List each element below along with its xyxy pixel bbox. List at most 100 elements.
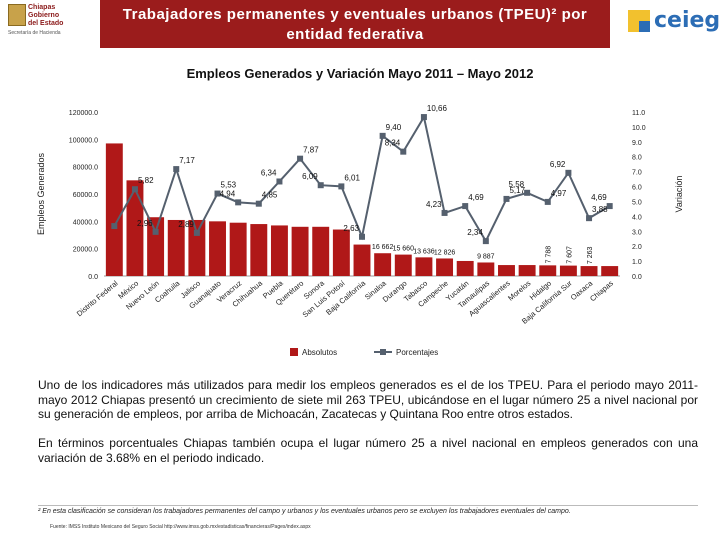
bar-value-label: 15 660	[393, 246, 415, 253]
y-tick-label: 0.0	[88, 274, 98, 281]
y2-tick-label: 11.0	[632, 110, 645, 117]
bar	[188, 219, 206, 276]
chart: 0.0 20000.0 40000.0 60000.0 80000.0 100000.0 1…	[36, 104, 684, 357]
bar	[229, 222, 247, 276]
y-tick-label: 40000.0	[73, 219, 98, 226]
chart-title: Empleos Generados y Variación Mayo 2011 …	[186, 66, 534, 81]
y-tick-label: 20000.0	[73, 247, 98, 254]
header: Chiapas Gobierno del Estado Secretaría d…	[0, 0, 720, 50]
percent-value-label: 5,82	[138, 176, 154, 185]
percent-point	[462, 203, 469, 210]
left-logo-sub: Secretaría de Hacienda	[8, 30, 61, 36]
title-bar: Trabajadores permanentes y eventuales ur…	[100, 0, 610, 48]
y2-tick-label: 5.0	[632, 199, 642, 206]
paragraph-2: En términos porcentuales Chiapas también…	[38, 436, 698, 465]
footnote: ² En esta clasificación se consideran lo…	[38, 505, 698, 515]
y2-tick-label: 10.0	[632, 125, 646, 132]
percent-point	[338, 183, 345, 190]
percent-point	[297, 155, 304, 162]
percent-point	[193, 229, 200, 236]
percent-point	[565, 169, 572, 176]
bar	[312, 226, 330, 276]
percent-value-label: 4,97	[551, 189, 567, 198]
page-title-line2: entidad federativa	[286, 26, 424, 43]
percent-point	[503, 195, 510, 202]
bar	[126, 180, 144, 276]
percent-point	[152, 228, 159, 235]
bar	[291, 226, 309, 276]
y-tick-label: 80000.0	[73, 165, 98, 172]
bar	[580, 266, 598, 276]
legend-label-absolutos: Absolutos	[302, 348, 337, 357]
bar-value-label: 7 607	[566, 246, 573, 264]
percent-point	[214, 190, 221, 197]
percent-value-label: 5,17	[509, 186, 525, 195]
percent-point	[544, 198, 551, 205]
y2-tick-label: 2.0	[632, 244, 642, 251]
chiapas-logo: Chiapas Gobierno del Estado Secretaría d…	[8, 4, 96, 42]
percent-value-label: 4,69	[591, 193, 607, 202]
percent-point	[276, 178, 283, 185]
y2-tick-label: 6.0	[632, 185, 642, 192]
percent-value-label: 2,63	[343, 224, 359, 233]
percent-point	[111, 223, 118, 230]
legend-marker-porcentajes	[380, 349, 386, 355]
percent-value-label: 6,92	[550, 160, 566, 169]
percent-value-label: 2,96	[137, 219, 153, 228]
y2-tick-label: 3.0	[632, 229, 642, 236]
source-note: Fuente: IMSS Instituto Mexicano del Segu…	[50, 524, 311, 530]
percent-value-label: 4,94	[220, 189, 236, 198]
percent-value-label: 8,34	[385, 139, 401, 148]
bar	[498, 265, 515, 276]
bar	[270, 225, 288, 276]
left-logo-line3: del Estado	[28, 20, 64, 27]
bar	[105, 143, 123, 276]
y2-tick-label: 7.0	[632, 170, 642, 177]
paragraph-1: Uno de los indicadores más utilizados pa…	[38, 378, 698, 421]
percent-point	[359, 233, 365, 240]
percent-point	[420, 114, 427, 121]
coat-of-arms-icon	[8, 4, 26, 26]
ceieg-logo-icon-inner	[639, 21, 650, 32]
bar	[250, 224, 268, 276]
bar	[539, 265, 557, 276]
legend-swatch-absolutos	[290, 348, 298, 356]
percent-value-label: 7,17	[179, 156, 195, 165]
percent-point	[379, 132, 386, 139]
percent-value-label: 4,69	[468, 193, 484, 202]
percent-value-label: 7,87	[303, 146, 319, 155]
percent-point	[317, 182, 324, 189]
y2-tick-label: 1.0	[632, 259, 642, 266]
percent-point	[400, 148, 407, 155]
y-tick-label: 100000.0	[69, 137, 98, 144]
category-label: Morelos	[506, 278, 532, 302]
legend-label-porcentajes: Porcentajes	[396, 348, 438, 357]
bar	[559, 265, 577, 276]
bar	[167, 219, 185, 276]
percent-point	[173, 166, 180, 173]
percent-value-label: 5,53	[221, 181, 237, 190]
bar-value-label: 16 662	[372, 244, 394, 251]
bar	[477, 262, 495, 276]
percent-value-label: 4,23	[426, 200, 442, 209]
bar	[415, 257, 433, 276]
percent-value-label: 2,34	[467, 228, 483, 237]
left-logo-text: Chiapas Gobierno del Estado	[28, 4, 63, 28]
percent-value-label: 5,58	[509, 180, 525, 189]
percent-point	[131, 186, 138, 193]
percent-point	[255, 200, 262, 207]
percent-value-label: 10,66	[427, 104, 448, 113]
percent-point	[524, 189, 531, 196]
bar-value-label: 12 826	[434, 249, 456, 256]
bar-value-label: 7 263	[587, 246, 594, 264]
bar	[332, 229, 350, 276]
bar	[456, 260, 474, 276]
left-logo-line2: Gobierno	[28, 12, 60, 19]
ceieg-logo: ceieg	[628, 8, 720, 36]
percent-point	[586, 215, 593, 222]
bar	[601, 266, 619, 276]
y-axis-title: Empleos Generados	[36, 152, 46, 235]
y2-tick-label: 8.0	[632, 155, 642, 162]
category-label: Distrito Federal	[75, 278, 120, 318]
bar	[436, 258, 454, 276]
